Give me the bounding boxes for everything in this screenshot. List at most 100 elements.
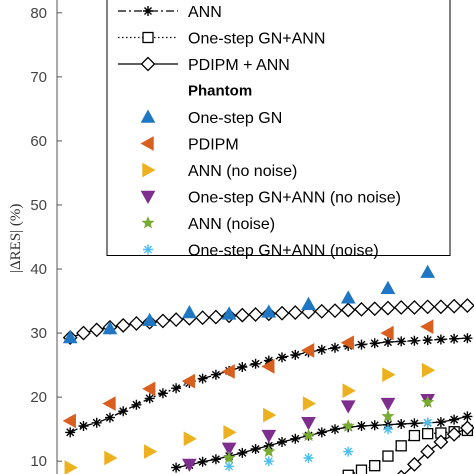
data-point-ann <box>277 352 287 363</box>
legend-entry-one-step-gn-ann-no-noise: One-step GN+ANN (no noise) <box>140 190 401 207</box>
data-point-black-diamond-lower <box>407 456 422 472</box>
data-point-ann <box>422 335 433 346</box>
data-point-ann <box>369 338 380 349</box>
data-point-ann <box>144 393 155 404</box>
legend-marker <box>142 31 154 44</box>
data-point-pdipm-ann <box>287 305 303 321</box>
data-point-pdipm-ann <box>393 300 409 315</box>
data-point-one-step-gn <box>102 321 118 335</box>
legend-label: One-step GN <box>188 110 282 127</box>
legend-entry-phantom: Phantom <box>188 83 252 100</box>
data-point-pdipm-ann <box>195 310 211 326</box>
data-point-ann-noise <box>262 444 276 458</box>
data-point-one-step-gn-ann-no-noise <box>221 442 237 456</box>
data-point-ann <box>118 406 129 417</box>
series-ann <box>65 333 473 438</box>
data-point-pdipm-ann <box>76 325 91 341</box>
legend-marker <box>141 216 155 229</box>
data-point-pdipm-ann <box>367 301 383 317</box>
y-tick-label: 70 <box>30 69 47 86</box>
data-point-pdipm-ann <box>446 298 462 314</box>
legend-label: ANN (no noise) <box>188 163 297 180</box>
y-axis-title: |ΔRES| (%) <box>8 204 24 273</box>
data-point-pdipm <box>261 359 275 374</box>
series-line-one-step-gn-ann <box>349 429 468 474</box>
data-point-ann <box>91 417 102 428</box>
legend-entry-one-step-gn-ann-noise: One-step GN+ANN (noise) <box>143 243 379 260</box>
data-point-ann <box>356 339 367 350</box>
legend-header: Phantom <box>188 83 252 100</box>
data-point-one-step-gn-ann-no-noise <box>340 400 356 414</box>
data-point-ann-no-noise <box>64 460 78 474</box>
legend-entry-pdipm: PDIPM <box>140 136 239 154</box>
data-point-ann <box>105 412 115 423</box>
legend-entry-ann: ANN <box>118 4 222 21</box>
data-point-ann <box>157 388 168 399</box>
data-point-one-step-gn-ann-no-noise <box>261 429 277 444</box>
data-point-ann <box>290 349 301 360</box>
data-point-ann-no-noise <box>382 367 396 383</box>
data-point-one-step-gn-ann-no-noise <box>301 417 316 431</box>
data-point-ann-no-noise <box>183 431 197 447</box>
data-point-ann <box>237 362 248 372</box>
data-point-black-lower <box>409 418 420 429</box>
legend-entry-pdipm-ann: PDIPM + ANN <box>118 56 290 74</box>
data-point-pdipm-ann <box>129 316 144 331</box>
data-point-pdipm-ann <box>168 312 184 328</box>
data-point-black-lower <box>197 456 208 467</box>
data-point-one-step-gn-ann-noise <box>263 456 274 467</box>
data-point-pdipm-ann <box>314 303 330 319</box>
data-point-one-step-gn-ann <box>369 460 381 472</box>
data-point-black-diamond-lower <box>446 426 462 442</box>
data-point-one-step-gn <box>62 330 78 344</box>
y-tick-label: 20 <box>30 389 47 406</box>
legend-entry-ann-no-noise: ANN (no noise) <box>142 162 297 180</box>
legend-label: ANN <box>188 4 222 21</box>
data-point-ann <box>197 373 208 384</box>
legend-marker <box>140 190 156 205</box>
data-point-one-step-gn <box>142 312 158 326</box>
series-ann-no-noise <box>64 362 436 474</box>
data-point-one-step-gn-ann <box>382 450 394 462</box>
data-point-ann-noise <box>341 419 355 432</box>
data-point-one-step-gn-ann-noise <box>224 461 235 472</box>
data-point-pdipm <box>340 335 354 351</box>
data-point-one-step-gn <box>182 305 197 319</box>
legend-marker <box>140 136 154 151</box>
data-point-ann-noise <box>301 428 316 442</box>
data-point-one-step-gn-ann-no-noise <box>380 397 396 412</box>
legend-marker <box>143 6 153 16</box>
data-point-ann <box>383 337 393 347</box>
data-point-one-step-gn <box>261 304 277 318</box>
legend-marker <box>143 244 153 255</box>
data-point-one-step-gn-ann-noise <box>383 424 393 435</box>
legend-entry-one-step-gn: One-step GN <box>140 109 282 127</box>
legend-label: One-step GN+ANN <box>188 31 325 48</box>
data-point-one-step-gn-ann <box>395 440 407 452</box>
data-point-black-lower <box>250 444 261 454</box>
data-point-black-lower <box>330 424 340 435</box>
data-point-pdipm-ann <box>274 305 290 321</box>
data-point-pdipm <box>62 413 76 429</box>
data-point-pdipm-ann <box>407 300 422 315</box>
legend-label: One-step GN+ANN (noise) <box>188 243 379 260</box>
data-point-ann-noise <box>222 451 236 464</box>
data-point-pdipm-ann <box>115 317 131 333</box>
data-point-ann-noise <box>421 395 435 408</box>
data-point-ann <box>462 333 473 344</box>
series-one-step-gn-ann-no-noise <box>182 393 436 472</box>
legend-marker <box>142 162 156 178</box>
data-point-pdipm-ann <box>433 299 449 315</box>
legend-entry-ann-noise: ANN (noise) <box>141 216 275 233</box>
data-point-pdipm <box>181 373 196 389</box>
data-point-pdipm <box>102 396 116 411</box>
data-point-pdipm-ann <box>420 299 436 315</box>
data-point-ann <box>131 399 142 410</box>
data-point-ann-no-noise <box>104 450 118 466</box>
y-tick-label: 60 <box>30 133 47 150</box>
series-one-step-gn-ann-noise <box>224 417 433 472</box>
data-point-black-lower <box>356 421 367 431</box>
legend-label: PDIPM + ANN <box>188 57 290 74</box>
data-point-one-step-gn-ann <box>422 427 434 440</box>
